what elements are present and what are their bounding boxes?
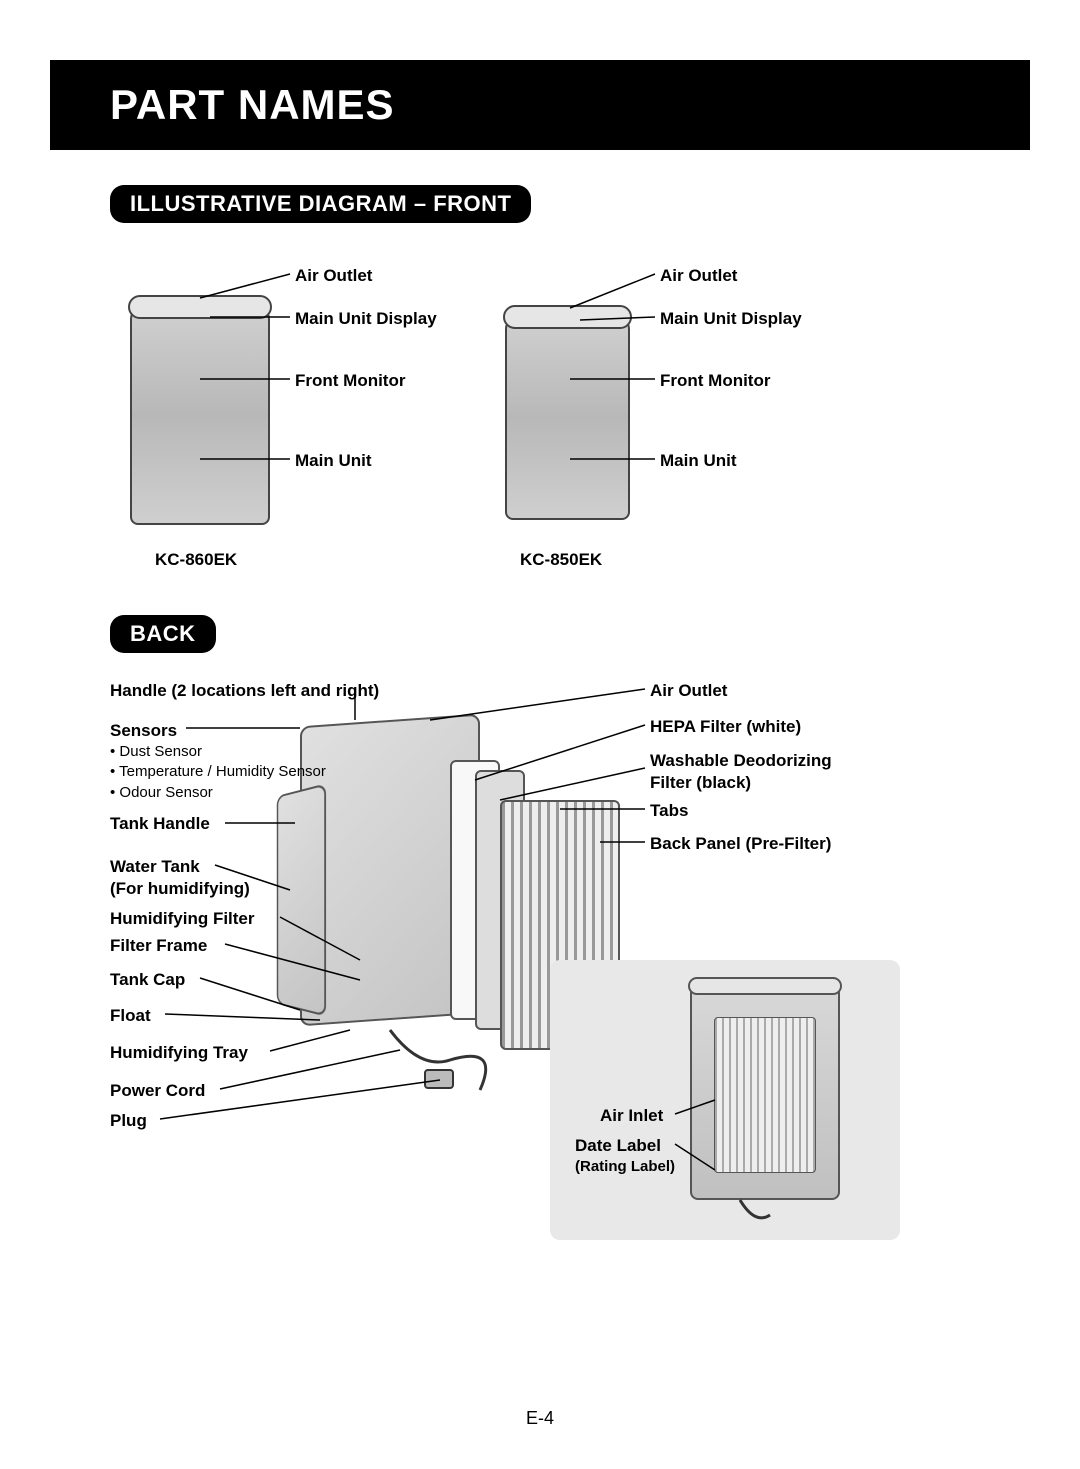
inset-leaders: [0, 0, 1080, 1300]
page-number: E-4: [0, 1408, 1080, 1429]
